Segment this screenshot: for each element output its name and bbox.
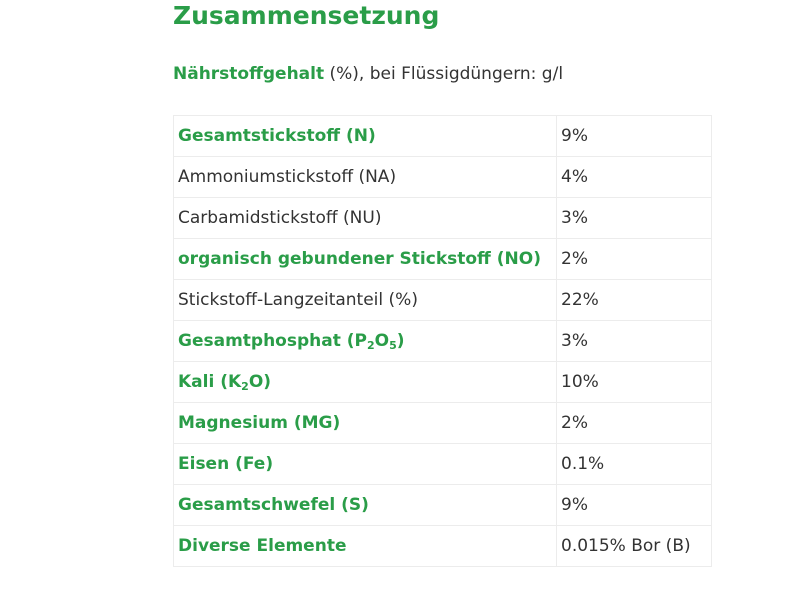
nutrient-table: Gesamtstickstoff (N) 9% Ammoniumsticksto… [173,115,712,567]
nutrient-value: 3% [556,197,712,239]
nutrient-value: 2% [556,238,712,280]
nutrient-name: Kali (K2O) [173,361,557,403]
nutrient-value: 10% [556,361,712,403]
table-row: Magnesium (MG) 2% [173,402,712,444]
subscript-digit: 2 [241,380,249,393]
nutrient-name: Magnesium (MG) [173,402,557,444]
nutrient-value: 3% [556,320,712,362]
nutrient-value: 4% [556,156,712,198]
table-row: Ammoniumstickstoff (NA) 4% [173,156,712,198]
nutrient-name-part: ) [396,331,405,351]
nutrient-name: Diverse Elemente [173,525,557,567]
table-row: organisch gebundener Stickstoff (NO) 2% [173,238,712,280]
nutrient-name: Eisen (Fe) [173,443,557,485]
table-row: Eisen (Fe) 0.1% [173,443,712,485]
table-row: Diverse Elemente 0.015% Bor (B) [173,525,712,567]
nutrient-name-part: Gesamtphosphat (P [178,331,368,351]
table-row: Gesamtstickstoff (N) 9% [173,115,712,157]
nutrient-name: organisch gebundener Stickstoff (NO) [173,238,557,280]
page-title: Zusammensetzung [173,1,440,30]
table-row: Carbamidstickstoff (NU) 3% [173,197,712,239]
table-row: Stickstoff-Langzeitanteil (%) 22% [173,279,712,321]
subscript-digit: 5 [389,339,397,352]
nutrient-name-part: Kali (K [178,372,242,392]
nutrient-name: Gesamtschwefel (S) [173,484,557,526]
nutrient-content-label: Nährstoffgehalt [173,64,325,84]
table-row: Kali (K2O) 10% [173,361,712,403]
nutrient-name: Stickstoff-Langzeitanteil (%) [173,279,557,321]
nutrient-name-part: O) [248,372,272,392]
table-row: Gesamtschwefel (S) 9% [173,484,712,526]
nutrient-subtitle: Nährstoffgehalt (%), bei Flüssigdüngern:… [173,62,563,86]
nutrient-value: 0.015% Bor (B) [556,525,712,567]
nutrient-name-part: O [374,331,390,351]
nutrient-unit-note: (%), bei Flüssigdüngern: g/l [324,64,564,84]
nutrient-name: Gesamtphosphat (P2O5) [173,320,557,362]
nutrient-value: 9% [556,115,712,157]
table-row: Gesamtphosphat (P2O5) 3% [173,320,712,362]
nutrient-value: 22% [556,279,712,321]
nutrient-value: 0.1% [556,443,712,485]
nutrient-name: Ammoniumstickstoff (NA) [173,156,557,198]
nutrient-value: 2% [556,402,712,444]
nutrient-value: 9% [556,484,712,526]
nutrient-name: Carbamidstickstoff (NU) [173,197,557,239]
subscript-digit: 2 [367,339,375,352]
nutrient-name: Gesamtstickstoff (N) [173,115,557,157]
